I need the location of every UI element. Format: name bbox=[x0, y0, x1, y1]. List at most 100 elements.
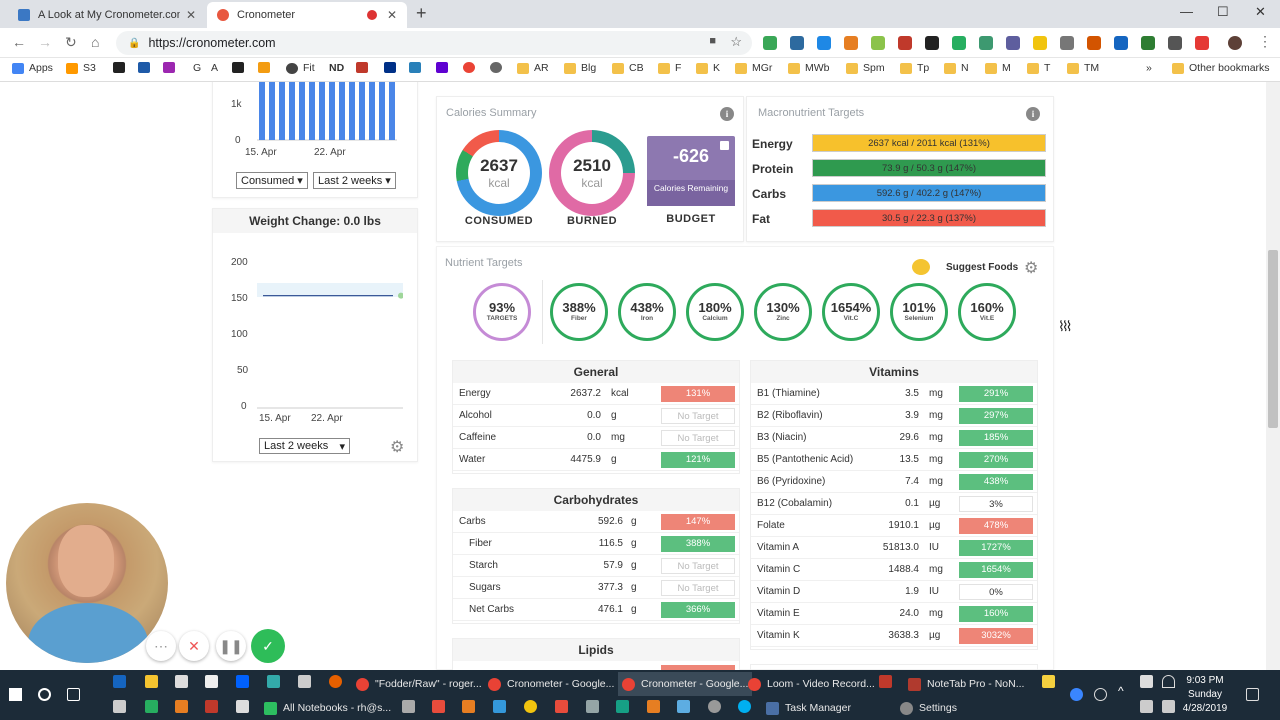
webcam-bubble[interactable] bbox=[6, 503, 168, 663]
table-row[interactable]: B3 (Niacin) 29.6 mg 185% bbox=[751, 427, 1037, 449]
language-icon[interactable] bbox=[1162, 700, 1175, 713]
task-view-icon[interactable] bbox=[67, 688, 80, 701]
suggest-foods-icon[interactable] bbox=[912, 259, 930, 275]
bookmark-folder[interactable]: Tp bbox=[900, 62, 929, 74]
taskbar-window[interactable]: Settings bbox=[900, 696, 957, 720]
iron-ring[interactable]: 438% Iron bbox=[618, 283, 676, 341]
table-row[interactable]: Starch 57.9 g No Target bbox=[453, 555, 739, 577]
extension-icon[interactable] bbox=[1114, 36, 1128, 50]
bookmark-site[interactable] bbox=[409, 62, 426, 73]
pause-recording-button[interactable]: ❚❚ bbox=[216, 631, 246, 661]
extension-icon[interactable] bbox=[1060, 36, 1074, 50]
extension-icon[interactable] bbox=[1168, 36, 1182, 50]
bookmark-s3[interactable]: S3 bbox=[66, 62, 96, 74]
filezilla-icon[interactable] bbox=[432, 700, 445, 713]
bookmark-site[interactable] bbox=[258, 62, 275, 73]
taskbar-window[interactable]: "Fodder/Raw" - roger... bbox=[356, 672, 482, 696]
extension-icon[interactable] bbox=[898, 36, 912, 50]
table-row[interactable]: Sugars 377.3 g No Target bbox=[453, 577, 739, 599]
taskbar-window[interactable]: All Notebooks - rh@s... bbox=[264, 696, 391, 720]
bookmark-folder[interactable]: T bbox=[1027, 62, 1050, 74]
notifications-icon[interactable] bbox=[1246, 688, 1259, 701]
weight-range-select[interactable]: Last 2 weeks ▾ bbox=[259, 438, 350, 454]
more-icon[interactable]: ⋯ bbox=[146, 631, 176, 661]
taskbar-window[interactable]: Loom - Video Record... bbox=[748, 672, 875, 696]
reload-icon[interactable]: ↻ bbox=[65, 34, 77, 50]
gear-icon[interactable]: ⚙ bbox=[1024, 260, 1039, 277]
app-icon[interactable] bbox=[616, 700, 629, 713]
gear-icon[interactable]: ⚙ bbox=[390, 439, 405, 456]
bookmark-settings[interactable] bbox=[490, 62, 507, 73]
star-icon[interactable]: ☆ bbox=[730, 34, 742, 49]
bookmarks-overflow-button[interactable]: » bbox=[1146, 62, 1152, 74]
bookmark-folder[interactable]: AR bbox=[517, 62, 549, 74]
bookmark-amazon[interactable] bbox=[113, 62, 130, 73]
calcium-ring[interactable]: 180% Calcium bbox=[686, 283, 744, 341]
cancel-recording-button[interactable]: ✕ bbox=[179, 631, 209, 661]
amazon-icon[interactable] bbox=[205, 675, 218, 688]
store-icon[interactable] bbox=[175, 675, 188, 688]
tab-cronometer-article[interactable]: A Look at My Cronometer.com Ac ✕ bbox=[8, 2, 206, 28]
app-icon[interactable] bbox=[462, 700, 475, 713]
table-row[interactable]: Carbs 592.6 g 147% bbox=[453, 511, 739, 533]
extension-icon[interactable] bbox=[844, 36, 858, 50]
address-bar[interactable]: 🔒 https://cronometer.com ■ ☆ bbox=[116, 31, 752, 55]
bookmark-folder[interactable]: M bbox=[985, 62, 1011, 74]
pdf-icon[interactable] bbox=[879, 675, 892, 688]
taskbar-window[interactable]: NoteTab Pro - NoN... bbox=[908, 672, 1024, 696]
extension-icon[interactable] bbox=[925, 36, 939, 50]
app-icon[interactable] bbox=[175, 700, 188, 713]
table-row[interactable]: Vitamin D 1.9 IU 0% bbox=[751, 581, 1037, 603]
people-icon[interactable] bbox=[1094, 688, 1107, 701]
info-icon[interactable]: i bbox=[720, 107, 734, 121]
info-icon[interactable]: i bbox=[1026, 107, 1040, 121]
new-tab-button[interactable]: + bbox=[416, 3, 427, 23]
bookmark-site[interactable] bbox=[356, 62, 373, 73]
bookmark-site[interactable] bbox=[163, 62, 180, 73]
app-icon[interactable] bbox=[402, 700, 415, 713]
table-row[interactable]: Vitamin A 51813.0 IU 1727% bbox=[751, 537, 1037, 559]
extension-icon[interactable] bbox=[1087, 36, 1101, 50]
close-tab-icon[interactable]: ✕ bbox=[386, 8, 397, 22]
app-icon[interactable] bbox=[524, 700, 537, 713]
bookmark-folder[interactable]: TM bbox=[1067, 62, 1099, 74]
menu-icon[interactable]: ⋮ bbox=[1258, 33, 1272, 49]
maximize-icon[interactable]: ☐ bbox=[1217, 4, 1229, 19]
bookmark-yahoo[interactable] bbox=[436, 62, 453, 73]
table-row[interactable]: B1 (Thiamine) 3.5 mg 291% bbox=[751, 383, 1037, 405]
table-row[interactable]: Caffeine 0.0 mg No Target bbox=[453, 427, 739, 449]
zinc-ring[interactable]: 130% Zinc bbox=[754, 283, 812, 341]
app-icon[interactable] bbox=[586, 700, 599, 713]
app-icon[interactable] bbox=[677, 700, 690, 713]
wifi-icon[interactable] bbox=[1162, 675, 1175, 688]
other-bookmarks[interactable]: Other bookmarks bbox=[1172, 62, 1270, 74]
bookmark-google[interactable] bbox=[463, 62, 480, 73]
metric-select[interactable]: Consumed ▾ bbox=[236, 172, 308, 189]
edge-icon[interactable] bbox=[113, 675, 126, 688]
bookmark-folder[interactable]: MGr bbox=[735, 62, 772, 74]
extension-icon[interactable] bbox=[1195, 36, 1209, 50]
selenium-ring[interactable]: 101% Selenium bbox=[890, 283, 948, 341]
vitamin-e-ring[interactable]: 160% Vit.E bbox=[958, 283, 1016, 341]
finish-recording-button[interactable]: ✓ bbox=[251, 629, 285, 663]
app-icon[interactable] bbox=[647, 700, 660, 713]
suggest-foods-button[interactable]: Suggest Foods bbox=[946, 262, 1019, 273]
help-icon[interactable] bbox=[1070, 688, 1083, 701]
targets-ring[interactable]: 93% TARGETS bbox=[473, 283, 531, 341]
calculator-icon[interactable] bbox=[236, 700, 249, 713]
table-row[interactable]: B2 (Riboflavin) 3.9 mg 297% bbox=[751, 405, 1037, 427]
table-row[interactable]: B6 (Pyridoxine) 7.4 mg 438% bbox=[751, 471, 1037, 493]
extension-icon[interactable] bbox=[1141, 36, 1155, 50]
bookmark-a[interactable]: A bbox=[211, 62, 219, 74]
extension-icon[interactable] bbox=[979, 36, 993, 50]
volume-icon[interactable] bbox=[1140, 700, 1153, 713]
extension-icon[interactable] bbox=[871, 36, 885, 50]
bookmark-fit[interactable]: Fit bbox=[286, 62, 315, 74]
dropbox-icon[interactable] bbox=[236, 675, 249, 688]
app-icon[interactable] bbox=[493, 700, 506, 713]
app-icon[interactable] bbox=[145, 700, 158, 713]
taskbar-window[interactable]: Task Manager bbox=[766, 696, 851, 720]
chevron-up-icon[interactable]: ^ bbox=[1118, 684, 1124, 698]
skype-icon[interactable] bbox=[738, 700, 751, 713]
table-row[interactable]: Folate 1910.1 µg 478% bbox=[751, 515, 1037, 537]
